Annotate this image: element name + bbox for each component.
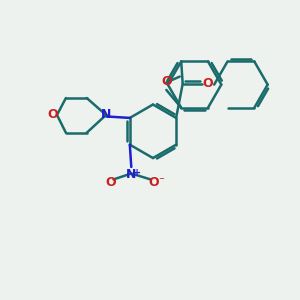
Text: O: O (148, 176, 159, 189)
Text: O: O (47, 108, 58, 122)
Text: +: + (133, 168, 141, 178)
Text: O: O (202, 77, 213, 90)
Text: N: N (101, 108, 111, 122)
Text: ⁻: ⁻ (158, 176, 164, 186)
Text: O: O (105, 176, 116, 189)
Text: O: O (161, 76, 172, 88)
Text: N: N (126, 168, 136, 181)
